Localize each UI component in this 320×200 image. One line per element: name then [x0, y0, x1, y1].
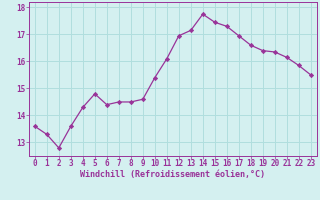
- X-axis label: Windchill (Refroidissement éolien,°C): Windchill (Refroidissement éolien,°C): [80, 170, 265, 179]
